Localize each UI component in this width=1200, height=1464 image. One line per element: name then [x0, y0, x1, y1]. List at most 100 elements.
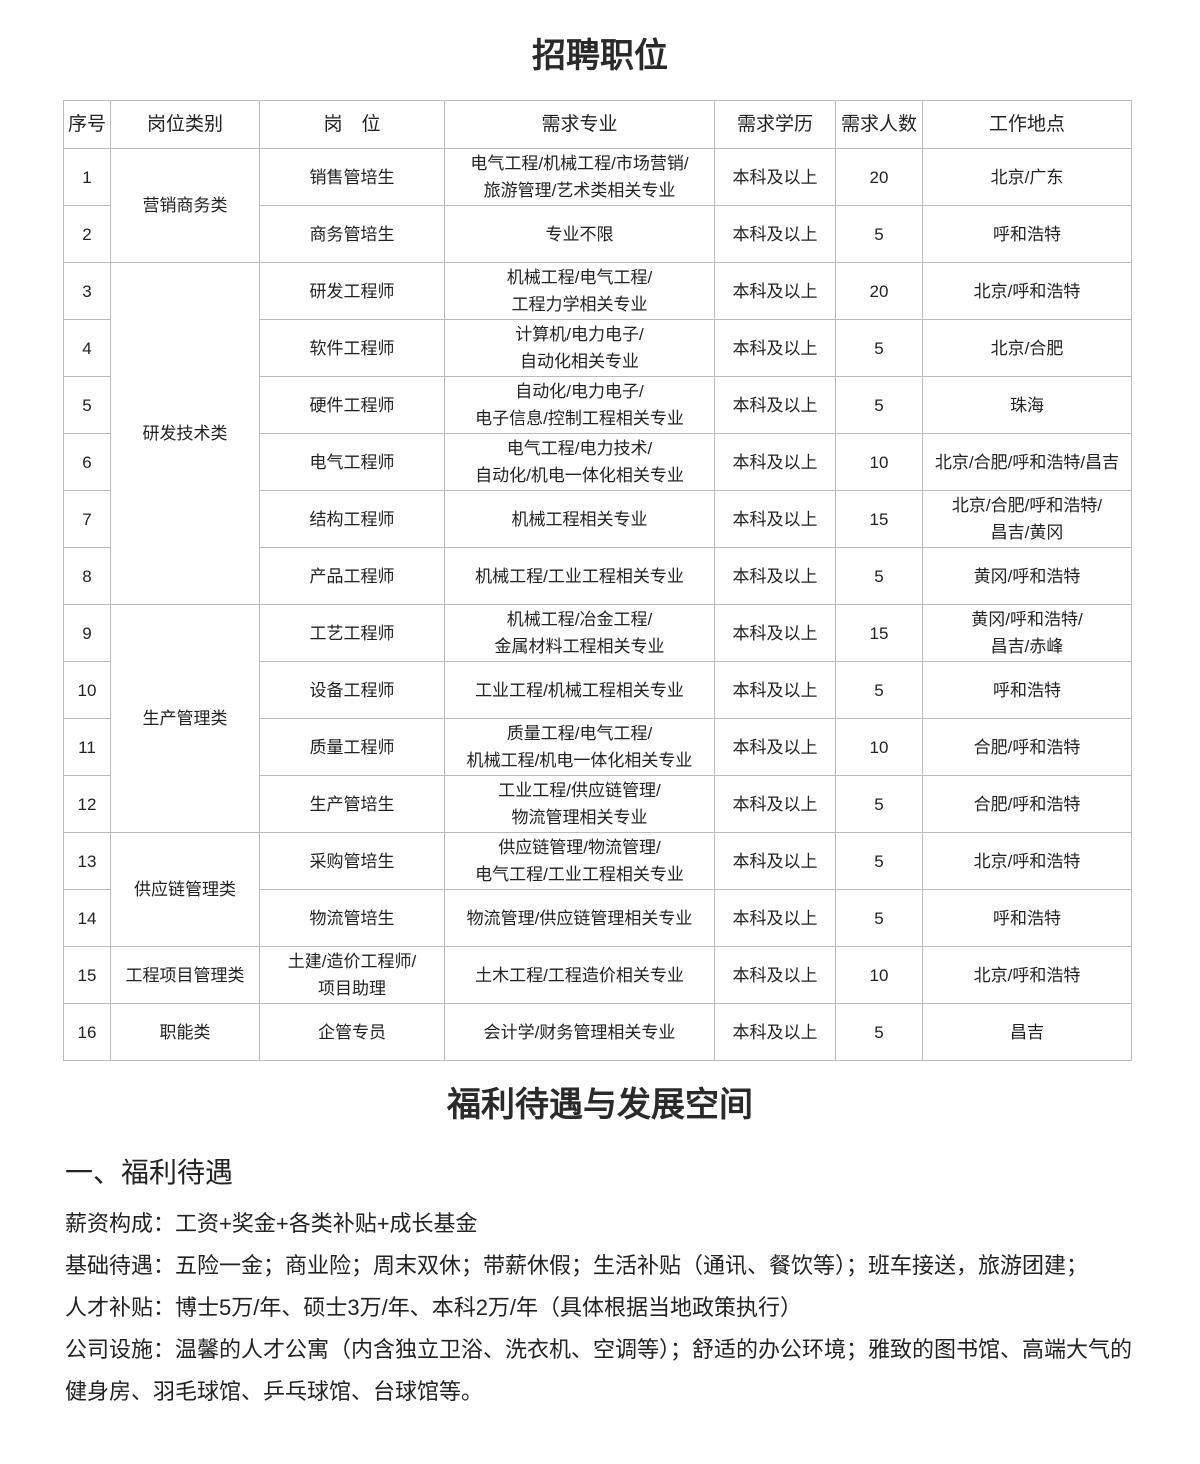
position-name: 生产管培生	[259, 775, 445, 833]
table-row: 9 生产管理类 工艺工程师 机械工程/冶金工程/ 金属材料工程相关专业 本科及以上 15 黄…	[63, 604, 1132, 833]
row-number: 11	[63, 718, 111, 776]
row-number: 4	[63, 319, 111, 377]
required-count: 10	[835, 433, 923, 491]
row-number: 5	[63, 376, 111, 434]
benefits-subtitle: 一、福利待遇	[65, 1157, 234, 1188]
required-major: 计算机/电力电子/ 自动化相关专业	[444, 319, 715, 377]
job-category: 研发技术类	[110, 262, 260, 605]
benefits-title: 福利待遇与发展空间	[447, 1086, 753, 1124]
required-education: 本科及以上	[714, 889, 836, 947]
required-count: 5	[835, 1003, 923, 1061]
work-location: 呼和浩特	[922, 205, 1132, 263]
position-name: 销售管培生	[259, 148, 445, 206]
row-number: 10	[63, 661, 111, 719]
row-number: 12	[63, 775, 111, 833]
required-major: 质量工程/电气工程/ 机械工程/机电一体化相关专业	[444, 718, 715, 776]
required-education: 本科及以上	[714, 775, 836, 833]
required-count: 5	[835, 775, 923, 833]
required-count: 15	[835, 604, 923, 662]
job-category: 营销商务类	[110, 148, 260, 263]
table-row: 6 电气工程师 电气工程/电力技术/ 自动化/机电一体化相关专业 本科及以上 10 北京/…	[63, 433, 1132, 491]
required-major: 机械工程/冶金工程/ 金属材料工程相关专业	[444, 604, 715, 662]
column-header: 序号	[63, 100, 111, 149]
work-location: 北京/呼和浩特	[922, 832, 1132, 890]
required-count: 15	[835, 490, 923, 548]
required-major: 工业工程/机械工程相关专业	[444, 661, 715, 719]
work-location: 北京/合肥	[922, 319, 1132, 377]
column-header: 需求学历	[714, 100, 836, 149]
position-name: 采购管培生	[259, 832, 445, 890]
row-number: 9	[63, 604, 111, 662]
required-education: 本科及以上	[714, 319, 836, 377]
work-location: 黄冈/呼和浩特	[922, 547, 1132, 605]
table-row: 16 职能类 企管专员 会计学/财务管理相关专业 本科及以上 5 昌吉	[63, 1003, 1132, 1061]
column-header: 需求专业	[444, 100, 715, 149]
table-row: 13 供应链管理类 采购管培生 供应链管理/物流管理/ 电气工程/工业工程相关专业 本科…	[63, 832, 1132, 947]
position-name: 软件工程师	[259, 319, 445, 377]
column-header: 岗 位	[259, 100, 445, 149]
position-name: 土建/造价工程师/ 项目助理	[259, 946, 445, 1004]
row-number: 15	[63, 946, 111, 1004]
required-major: 会计学/财务管理相关专业	[444, 1003, 715, 1061]
required-education: 本科及以上	[714, 832, 836, 890]
required-education: 本科及以上	[714, 148, 836, 206]
row-number: 7	[63, 490, 111, 548]
required-education: 本科及以上	[714, 547, 836, 605]
required-count: 20	[835, 148, 923, 206]
position-name: 企管专员	[259, 1003, 445, 1061]
required-count: 5	[835, 547, 923, 605]
column-header: 需求人数	[835, 100, 923, 149]
table-row: 12 生产管培生 工业工程/供应链管理/ 物流管理相关专业 本科及以上 5 合肥/呼和浩特	[63, 775, 1132, 833]
position-name: 商务管培生	[259, 205, 445, 263]
required-education: 本科及以上	[714, 718, 836, 776]
table-row: 3 研发技术类 研发工程师 机械工程/电气工程/ 工程力学相关专业 本科及以上 20 北京/…	[63, 262, 1132, 605]
work-location: 北京/呼和浩特	[922, 946, 1132, 1004]
work-location: 北京/合肥/呼和浩特/昌吉	[922, 433, 1132, 491]
row-number: 6	[63, 433, 111, 491]
required-education: 本科及以上	[714, 376, 836, 434]
table-row: 10 设备工程师 工业工程/机械工程相关专业 本科及以上 5 呼和浩特	[63, 661, 1132, 719]
required-major: 电气工程/电力技术/ 自动化/机电一体化相关专业	[444, 433, 715, 491]
table-row: 2 商务管培生 专业不限 本科及以上 5 呼和浩特	[63, 205, 1132, 263]
required-count: 5	[835, 376, 923, 434]
benefits-body: 薪资构成：工资+奖金+各类补贴+成长基金 基础待遇：五险一金；商业险；周末双休；…	[65, 1203, 1135, 1413]
work-location: 合肥/呼和浩特	[922, 775, 1132, 833]
required-education: 本科及以上	[714, 262, 836, 320]
required-count: 10	[835, 718, 923, 776]
required-major: 自动化/电力电子/ 电子信息/控制工程相关专业	[444, 376, 715, 434]
work-location: 呼和浩特	[922, 661, 1132, 719]
required-major: 机械工程/工业工程相关专业	[444, 547, 715, 605]
table-row: 11 质量工程师 质量工程/电气工程/ 机械工程/机电一体化相关专业 本科及以上 10 合…	[63, 718, 1132, 776]
row-number: 14	[63, 889, 111, 947]
position-name: 物流管培生	[259, 889, 445, 947]
position-name: 硬件工程师	[259, 376, 445, 434]
row-number: 8	[63, 547, 111, 605]
required-education: 本科及以上	[714, 490, 836, 548]
work-location: 北京/合肥/呼和浩特/ 昌吉/黄冈	[922, 490, 1132, 548]
required-count: 5	[835, 889, 923, 947]
work-location: 黄冈/呼和浩特/ 昌吉/赤峰	[922, 604, 1132, 662]
required-major: 专业不限	[444, 205, 715, 263]
column-header: 岗位类别	[110, 100, 260, 149]
required-education: 本科及以上	[714, 433, 836, 491]
position-name: 电气工程师	[259, 433, 445, 491]
column-header: 工作地点	[922, 100, 1132, 149]
table-row: 1 营销商务类 销售管培生 电气工程/机械工程/市场营销/ 旅游管理/艺术类相关专业本…	[63, 148, 1132, 263]
position-name: 研发工程师	[259, 262, 445, 320]
required-major: 物流管理/供应链管理相关专业	[444, 889, 715, 947]
required-major: 电气工程/机械工程/市场营销/ 旅游管理/艺术类相关专业	[444, 148, 715, 206]
required-major: 机械工程/电气工程/ 工程力学相关专业	[444, 262, 715, 320]
required-count: 20	[835, 262, 923, 320]
row-number: 3	[63, 262, 111, 320]
required-education: 本科及以上	[714, 946, 836, 1004]
job-category: 职能类	[110, 1003, 260, 1061]
required-major: 供应链管理/物流管理/ 电气工程/工业工程相关专业	[444, 832, 715, 890]
job-category: 供应链管理类	[110, 832, 260, 947]
row-number: 13	[63, 832, 111, 890]
work-location: 昌吉	[922, 1003, 1132, 1061]
required-major: 工业工程/供应链管理/ 物流管理相关专业	[444, 775, 715, 833]
position-name: 产品工程师	[259, 547, 445, 605]
row-number: 16	[63, 1003, 111, 1061]
required-education: 本科及以上	[714, 604, 836, 662]
benefit-paragraph: 薪资构成：工资+奖金+各类补贴+成长基金	[65, 1211, 478, 1236]
